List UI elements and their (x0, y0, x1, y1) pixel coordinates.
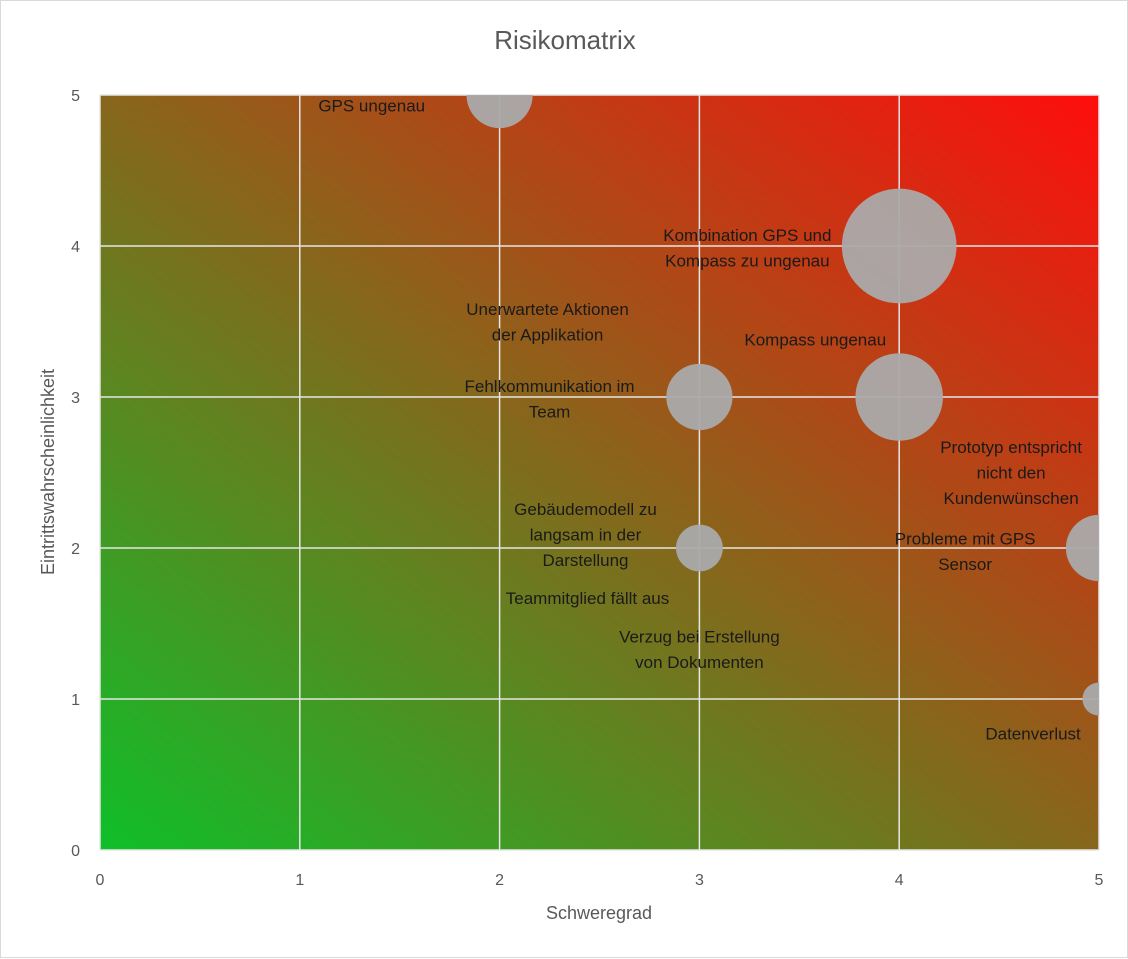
bubble-point (466, 95, 533, 129)
y-tick-label: 0 (71, 843, 80, 860)
x-tick-label: 4 (895, 872, 904, 889)
risk-label: Prototyp entspricht nicht den Kundenwünsch… (940, 438, 1082, 508)
bubble-point (676, 524, 723, 572)
x-tick-label: 3 (695, 872, 704, 889)
x-tick-label: 1 (295, 872, 304, 889)
x-tick-label: 2 (495, 872, 504, 889)
risk-label: Datenverlust (985, 725, 1081, 744)
y-tick-label: 1 (71, 692, 80, 709)
bubble-point (1082, 682, 1099, 716)
y-tick-label: 2 (71, 541, 80, 558)
risk-label: Kombination GPS und Kompass zu ungenau (663, 226, 831, 271)
x-tick-label: 0 (96, 872, 105, 889)
risk-label: Probleme mit GPS Sensor (895, 529, 1036, 574)
y-tick-label: 4 (71, 239, 80, 256)
data-labels: GPS ungenau Kombination GPS und Kompass zu… (318, 97, 1082, 744)
x-axis-title: Schweregrad (546, 903, 652, 923)
risk-label: Gebäudemodell zu langsam in der Darstellun… (514, 500, 657, 570)
y-tick-label: 3 (71, 390, 80, 407)
bubble-point (841, 188, 957, 304)
plot-area-background (100, 95, 1099, 850)
risk-label: GPS ungenau (318, 97, 425, 116)
chart-title: Risikomatrix (494, 25, 636, 55)
risk-label: Verzug bei Erstellung von Dokumenten (619, 627, 780, 672)
x-tick-label: 5 (1095, 872, 1104, 889)
bubble-point (666, 363, 733, 431)
risk-label: Fehlkommunikation im Team (465, 377, 635, 422)
y-axis-ticks: 0 1 2 3 4 5 (71, 88, 80, 860)
risk-label: Kompass ungenau (744, 331, 886, 350)
y-axis-title: Eintrittswahrscheinlichkeit (38, 369, 58, 575)
bubbles (466, 95, 1099, 716)
risk-label: Teammitglied fällt aus (506, 589, 669, 608)
risk-label: Unerwartete Aktionen der Applikation (466, 300, 629, 345)
y-tick-label: 5 (71, 88, 80, 105)
x-axis-ticks: 0 1 2 3 4 5 (96, 872, 1104, 889)
bubble-point (1065, 514, 1099, 582)
bubble-point (855, 353, 943, 441)
